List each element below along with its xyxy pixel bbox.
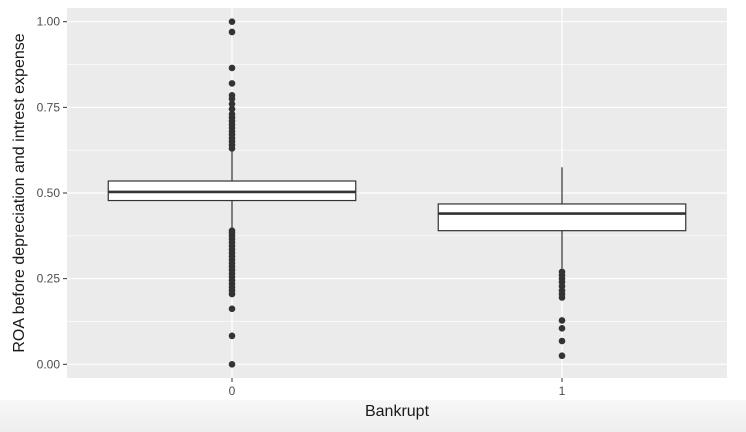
outlier-point xyxy=(228,80,236,87)
x-axis-ticks xyxy=(231,378,563,382)
outlier-point xyxy=(228,92,236,99)
y-axis-ticks xyxy=(63,21,67,365)
box-iqr xyxy=(437,203,687,232)
outlier-point xyxy=(228,18,236,26)
y-tick-label: 0.00 xyxy=(37,357,61,371)
outlier-point xyxy=(228,305,236,313)
y-tick-label: 1.00 xyxy=(37,15,61,29)
outlier-point xyxy=(228,227,236,234)
outlier-point xyxy=(228,360,236,368)
outlier-point xyxy=(558,337,566,345)
y-tick-label: 0.50 xyxy=(37,186,61,200)
outlier-point xyxy=(558,317,566,324)
outlier-point xyxy=(228,332,236,340)
outlier-point xyxy=(228,28,236,36)
box-group xyxy=(107,18,357,368)
x-axis-title: Bankrupt xyxy=(365,403,430,420)
outlier-point xyxy=(558,352,566,360)
outlier-point xyxy=(228,110,236,118)
x-tick-label: 1 xyxy=(559,384,566,398)
y-tick-label: 0.25 xyxy=(37,272,61,286)
outlier-point xyxy=(558,325,566,332)
outlier-point xyxy=(228,64,236,72)
y-tick-label: 0.75 xyxy=(37,100,61,114)
boxes xyxy=(107,18,687,368)
box-group xyxy=(437,167,687,360)
y-tick-labels: 0.00 0.25 0.50 0.75 1.00 xyxy=(37,15,61,372)
outlier-point xyxy=(228,105,236,113)
y-axis-title: ROA before depreciation and intrest expe… xyxy=(11,33,28,352)
bottom-fade xyxy=(0,400,746,432)
x-tick-label: 0 xyxy=(229,384,236,398)
minor-gridlines xyxy=(67,64,727,322)
outlier-point xyxy=(228,100,236,108)
outlier-point xyxy=(558,268,566,276)
